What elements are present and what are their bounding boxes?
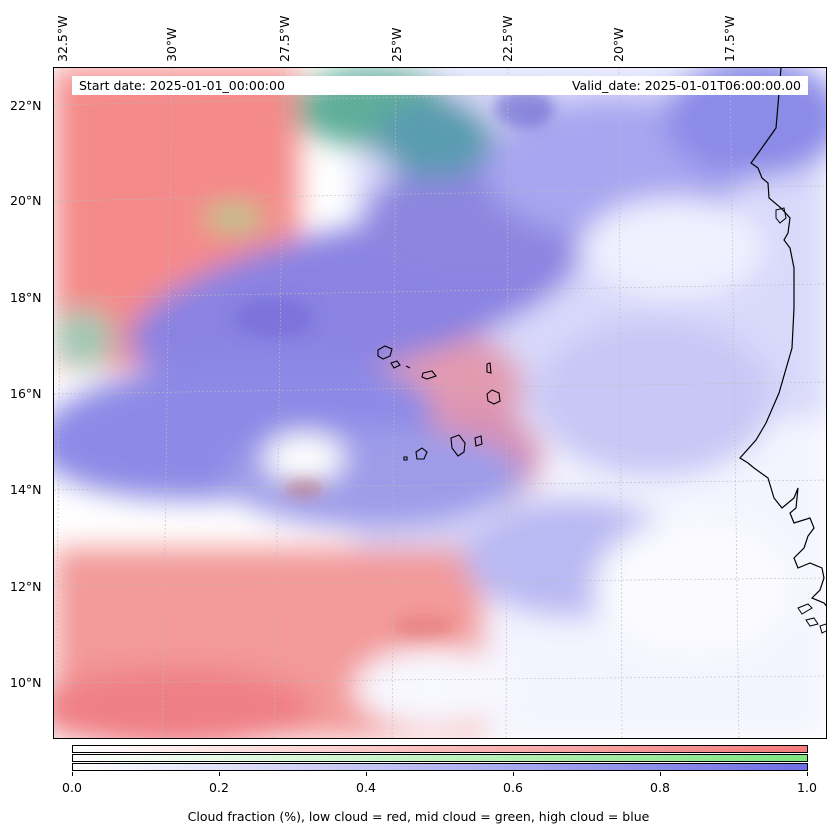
lat-label: 12°N xyxy=(10,579,42,594)
lon-label: 27.5°W xyxy=(277,15,292,62)
colorbar-tick-mark xyxy=(513,772,514,776)
island-outlines xyxy=(377,345,501,461)
cloud-fraction-map xyxy=(54,68,826,738)
colorbar xyxy=(72,745,808,772)
colorbar-tick: 0.8 xyxy=(650,780,670,795)
colorbar-tick: 1.0 xyxy=(797,780,817,795)
lat-label: 16°N xyxy=(10,386,42,401)
colorbar-low-cloud xyxy=(72,745,808,753)
lat-label: 14°N xyxy=(10,482,42,497)
colorbar-tick: 0.0 xyxy=(62,780,82,795)
colorbar-tick-mark xyxy=(807,772,808,776)
valid-date: Valid_date: 2025-01-01T06:00:00.00 xyxy=(571,78,801,93)
colorbar-tick: 0.2 xyxy=(209,780,229,795)
lon-label: 20°W xyxy=(611,27,626,62)
lat-label: 18°N xyxy=(10,290,42,305)
lon-label: 30°W xyxy=(164,27,179,62)
map-panel xyxy=(53,67,827,739)
colorbar-tick: 0.6 xyxy=(503,780,523,795)
colorbar-mid-cloud xyxy=(72,754,808,762)
lat-label: 20°N xyxy=(10,193,42,208)
lat-label: 10°N xyxy=(10,675,42,690)
colorbar-label: Cloud fraction (%), low cloud = red, mid… xyxy=(187,809,650,824)
date-banner: Start date: 2025-01-01_00:00:00 Valid_da… xyxy=(72,76,808,95)
colorbar-high-cloud xyxy=(72,763,808,771)
colorbar-tick: 0.4 xyxy=(356,780,376,795)
coastline xyxy=(739,68,826,607)
start-date: Start date: 2025-01-01_00:00:00 xyxy=(79,78,285,93)
lon-label: 25°W xyxy=(389,27,404,62)
lat-label: 22°N xyxy=(10,98,42,113)
longitude-labels: 32.5°W 30°W 27.5°W 25°W 22.5°W 20°W 17.5… xyxy=(0,0,837,66)
colorbar-tick-mark xyxy=(366,772,367,776)
colorbar-tick-mark xyxy=(72,772,73,776)
colorbar-tick-mark xyxy=(660,772,661,776)
lon-label: 22.5°W xyxy=(500,15,515,62)
lon-label: 32.5°W xyxy=(55,15,70,62)
colorbar-tick-mark xyxy=(219,772,220,776)
cloud-field xyxy=(54,68,826,738)
cloud-detail xyxy=(234,88,554,640)
coastline-islands xyxy=(775,207,826,634)
lon-label: 17.5°W xyxy=(722,15,737,62)
